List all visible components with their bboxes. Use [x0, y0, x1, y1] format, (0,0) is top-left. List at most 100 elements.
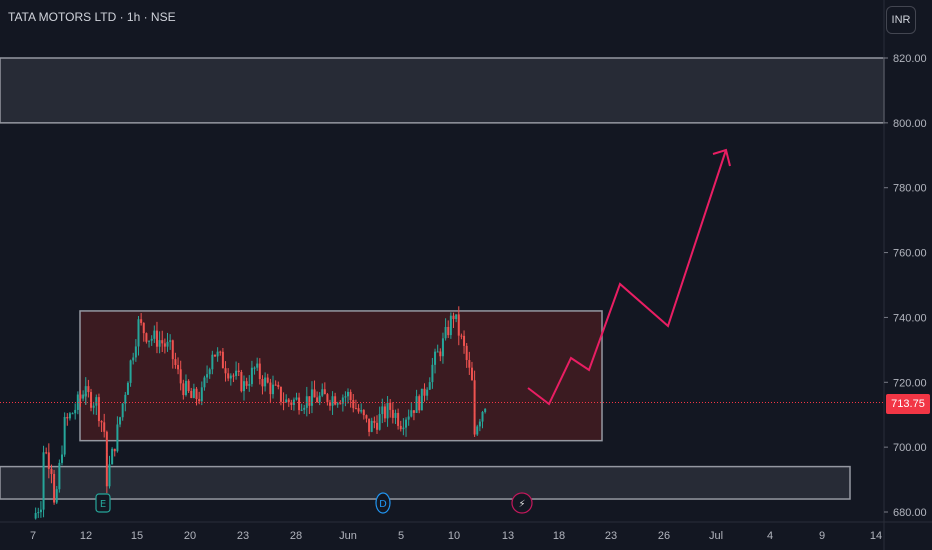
candle-body: [37, 512, 40, 514]
candle-body: [137, 319, 140, 347]
candle-body: [334, 396, 337, 405]
candle-body: [211, 354, 214, 370]
candle-body: [155, 330, 158, 347]
projection-path: [527, 149, 727, 406]
candle-body: [100, 421, 103, 423]
candle-body: [213, 354, 216, 357]
candle-body: [308, 396, 311, 406]
candle-body: [145, 333, 148, 342]
candle-body: [129, 360, 132, 383]
candle-body: [134, 346, 137, 358]
candle-body: [463, 335, 466, 346]
candle-body: [206, 374, 209, 378]
y-tick-label: 720.00: [893, 377, 927, 389]
consolidation-range: [79, 310, 603, 442]
candle-body: [452, 315, 455, 320]
candle-body: [240, 371, 243, 392]
candle-body: [318, 395, 321, 403]
candle-body: [344, 396, 347, 398]
candle-body: [470, 367, 473, 381]
candle-body: [399, 425, 402, 430]
candle-body: [53, 489, 56, 503]
candle-body: [126, 382, 129, 395]
candle-body: [124, 394, 127, 404]
candle-body: [326, 394, 329, 403]
candle-body: [313, 389, 316, 398]
candle-body: [198, 399, 201, 402]
candle-body: [150, 338, 153, 341]
candle-body: [74, 409, 77, 414]
candle-body: [292, 399, 295, 405]
candle-body: [397, 412, 400, 426]
candle-body: [261, 378, 264, 387]
candle-body: [203, 377, 206, 388]
y-tick-label: 680.00: [893, 507, 927, 519]
candle-body: [277, 384, 280, 387]
candle-body: [460, 335, 463, 337]
candle-body: [111, 448, 114, 465]
candle-body: [177, 365, 180, 370]
lightning-icon: ⚡: [511, 492, 533, 514]
candle-body: [171, 340, 174, 360]
x-tick-label: 28: [290, 530, 302, 542]
event-markers-layer: E D ⚡: [95, 492, 533, 514]
candle-body: [63, 416, 66, 455]
candle-body: [68, 413, 71, 419]
x-tick-label: 26: [658, 530, 670, 542]
candle-body: [410, 410, 413, 417]
candle-body: [300, 409, 303, 411]
candle-body: [354, 408, 357, 410]
chart-title: TATA MOTORS LTD · 1h · NSE: [8, 10, 176, 24]
candle-body: [90, 392, 93, 408]
candle-body: [79, 394, 82, 399]
candle-body: [55, 489, 58, 503]
candle-body: [457, 314, 460, 336]
candle-body: [39, 509, 42, 513]
candle-body: [116, 424, 119, 452]
event-marker-label: E: [100, 499, 106, 510]
candle-body: [383, 406, 386, 419]
candle-body: [71, 413, 74, 415]
candle-body: [187, 380, 190, 392]
candle-body: [365, 415, 368, 419]
candle-body: [42, 497, 45, 510]
candle-body: [391, 409, 394, 418]
lower-support-zone: [0, 465, 851, 500]
candle-body: [92, 405, 95, 408]
candle-body: [357, 408, 360, 412]
candle-body: [295, 397, 298, 400]
candle-body: [84, 386, 87, 397]
x-tick-label: Jul: [709, 530, 723, 542]
candle-body: [376, 422, 379, 430]
candle-body: [418, 396, 421, 411]
x-tick-label: 12: [80, 530, 92, 542]
candle-body: [373, 420, 376, 423]
candle-body: [192, 388, 195, 398]
candle-body: [274, 384, 277, 386]
candle-body: [253, 367, 256, 369]
x-tick-label: 4: [767, 530, 773, 542]
candle-body: [336, 403, 339, 405]
candle-body: [224, 368, 227, 374]
candle-body: [468, 360, 471, 368]
x-tick-label: 13: [502, 530, 514, 542]
candle-body: [47, 452, 50, 469]
candle-body: [108, 464, 111, 487]
candle-body: [174, 359, 177, 366]
x-tick-label: Jun: [339, 530, 357, 542]
candle-body: [434, 351, 437, 365]
candle-body: [264, 377, 267, 387]
candle-body: [245, 381, 248, 386]
y-tick-label: 800.00: [893, 118, 927, 130]
candle-body: [42, 468, 45, 498]
candle-body: [449, 315, 452, 336]
dividend-badge: [375, 492, 391, 514]
candle-body: [339, 403, 342, 405]
currency-button[interactable]: INR: [886, 6, 916, 34]
candle-body: [42, 452, 45, 469]
candle-body: [447, 326, 450, 336]
candle-body: [389, 402, 392, 410]
candle-body: [229, 375, 232, 379]
candle-body: [132, 357, 135, 361]
